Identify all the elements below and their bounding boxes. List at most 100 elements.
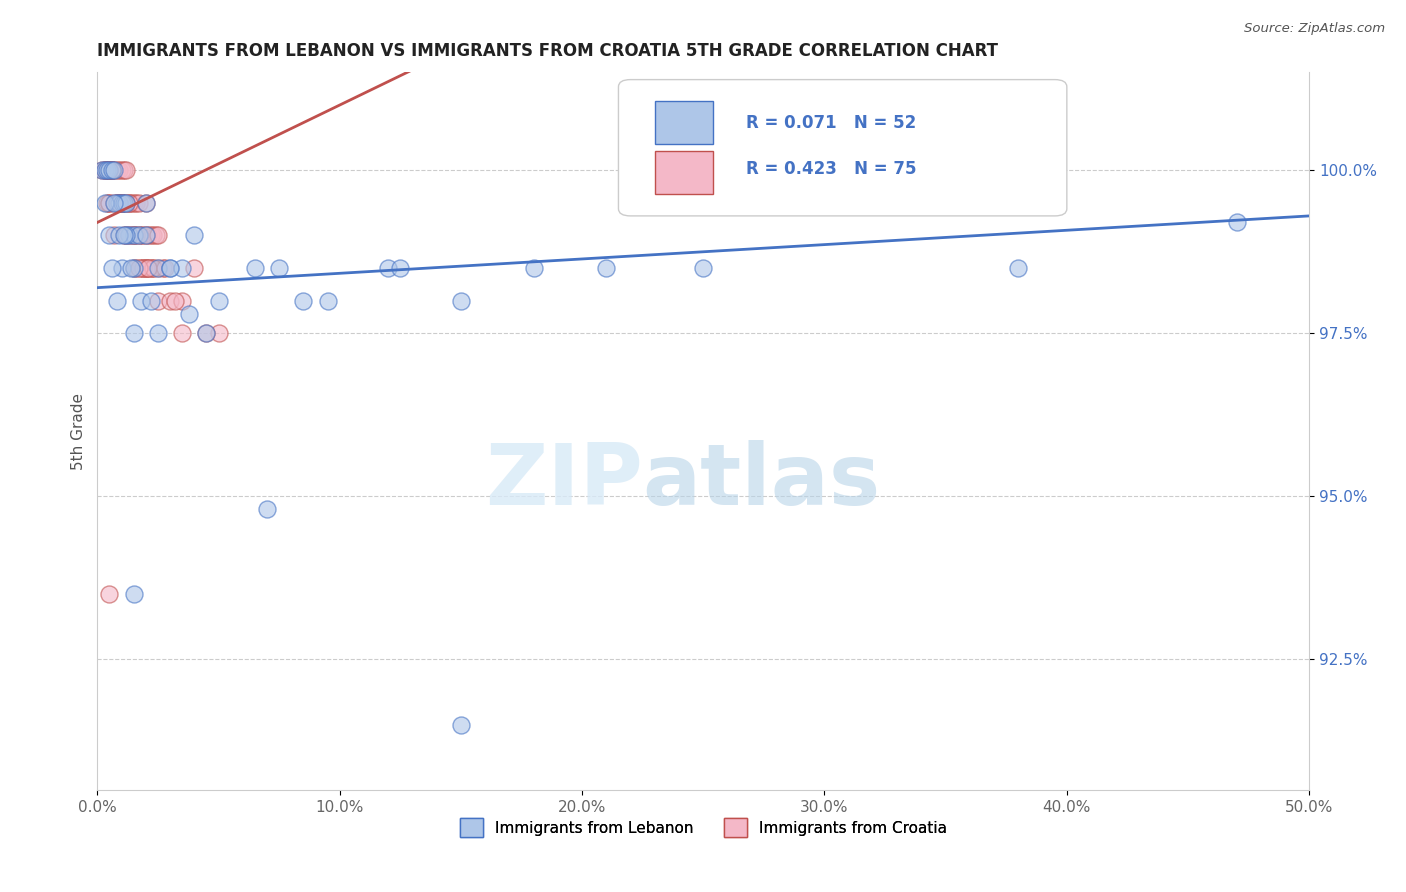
Point [128, 195, 150, 210]
Point [179, 307, 201, 321]
Point [93, 163, 115, 178]
Point [139, 261, 162, 276]
Point [93, 195, 115, 210]
Point [115, 195, 138, 210]
Point [146, 326, 169, 341]
Point [112, 195, 135, 210]
Point [125, 261, 148, 276]
Legend: Immigrants from Lebanon, Immigrants from Croatia: Immigrants from Lebanon, Immigrants from… [454, 813, 953, 843]
Point [118, 195, 141, 210]
Point [135, 195, 157, 210]
Point [101, 163, 124, 178]
Point [122, 261, 145, 276]
Point [195, 326, 218, 341]
Point [110, 195, 132, 210]
Point [132, 261, 155, 276]
Point [135, 228, 157, 243]
Point [129, 261, 152, 276]
Point [450, 717, 472, 731]
Point [101, 261, 124, 276]
Point [103, 163, 125, 178]
Point [103, 163, 125, 178]
Point [112, 195, 135, 210]
Point [122, 228, 145, 243]
Point [110, 261, 132, 276]
Text: atlas: atlas [643, 440, 882, 523]
Point [115, 163, 138, 178]
Y-axis label: 5th Grade: 5th Grade [72, 392, 86, 469]
Point [98, 587, 121, 601]
Point [136, 261, 159, 276]
Point [122, 326, 145, 341]
Point [108, 228, 131, 243]
Point [98, 163, 121, 178]
Point [96, 163, 118, 178]
Point [118, 228, 141, 243]
Point [128, 228, 150, 243]
Point [243, 261, 266, 276]
Point [146, 228, 169, 243]
Point [172, 326, 194, 341]
Point [98, 163, 121, 178]
Point [136, 228, 159, 243]
Point [132, 261, 155, 276]
Point [159, 261, 181, 276]
Point [195, 326, 218, 341]
Point [145, 228, 167, 243]
Point [1225, 215, 1247, 229]
Point [91, 163, 114, 178]
Point [96, 195, 118, 210]
Point [122, 261, 145, 276]
Point [172, 261, 194, 276]
Point [146, 261, 169, 276]
Point [120, 261, 142, 276]
Point [108, 195, 131, 210]
Point [122, 587, 145, 601]
Point [142, 261, 165, 276]
Point [96, 163, 118, 178]
Point [389, 261, 412, 276]
Point [207, 326, 229, 341]
Point [128, 261, 150, 276]
Point [112, 228, 135, 243]
Point [155, 261, 177, 276]
Point [269, 261, 291, 276]
Point [115, 228, 138, 243]
Point [172, 293, 194, 308]
Point [135, 195, 157, 210]
Text: IMMIGRANTS FROM LEBANON VS IMMIGRANTS FROM CROATIA 5TH GRADE CORRELATION CHART: IMMIGRANTS FROM LEBANON VS IMMIGRANTS FR… [97, 42, 998, 60]
FancyBboxPatch shape [619, 79, 1067, 216]
Point [105, 293, 128, 308]
Point [98, 163, 121, 178]
Point [108, 195, 131, 210]
Point [122, 195, 145, 210]
Point [183, 261, 205, 276]
Point [125, 228, 148, 243]
Text: R = 0.423   N = 75: R = 0.423 N = 75 [745, 161, 917, 178]
Point [139, 293, 162, 308]
Point [115, 228, 138, 243]
Point [118, 195, 141, 210]
Point [595, 261, 617, 276]
Point [135, 261, 157, 276]
Point [142, 228, 165, 243]
Point [118, 228, 141, 243]
Point [98, 195, 121, 210]
Point [183, 228, 205, 243]
Point [163, 293, 186, 308]
Point [159, 261, 181, 276]
Point [450, 293, 472, 308]
Point [152, 261, 174, 276]
Point [122, 228, 145, 243]
Text: ZIP: ZIP [485, 440, 643, 523]
Point [523, 261, 546, 276]
Text: Source: ZipAtlas.com: Source: ZipAtlas.com [1244, 22, 1385, 36]
Point [120, 228, 142, 243]
FancyBboxPatch shape [655, 152, 713, 194]
Text: R = 0.071   N = 52: R = 0.071 N = 52 [745, 113, 915, 132]
Point [120, 195, 142, 210]
Point [91, 163, 114, 178]
FancyBboxPatch shape [655, 101, 713, 145]
Point [207, 293, 229, 308]
Point [103, 228, 125, 243]
